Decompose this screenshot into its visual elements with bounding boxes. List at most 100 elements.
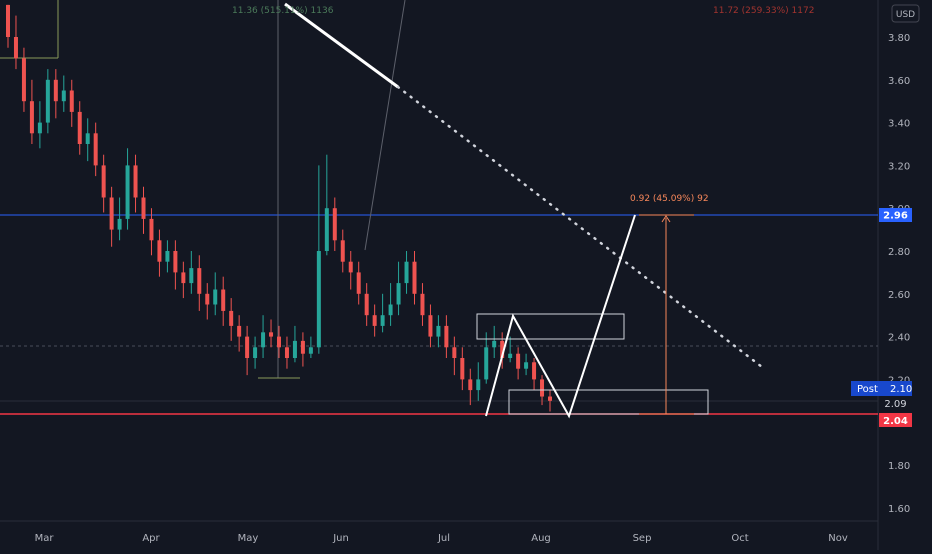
candle-down[interactable] <box>53 79 58 102</box>
candle-down[interactable] <box>277 336 281 348</box>
candle-down[interactable] <box>452 347 457 358</box>
candle-up[interactable] <box>508 353 513 358</box>
x-tick-label: Mar <box>35 533 55 544</box>
candle-down[interactable] <box>221 289 226 311</box>
rectangle-upper[interactable] <box>476 313 625 340</box>
candle-up[interactable] <box>476 379 481 391</box>
candle-down[interactable] <box>468 379 473 391</box>
blue-line-badge <box>879 208 912 222</box>
candle-up[interactable] <box>189 268 194 284</box>
candle-down[interactable] <box>205 293 210 305</box>
candle-down[interactable] <box>149 218 154 241</box>
candle-down[interactable] <box>372 315 377 326</box>
candle-down[interactable] <box>173 251 178 273</box>
candle-up[interactable] <box>45 79 50 123</box>
candle-down[interactable] <box>109 197 114 230</box>
candle-up[interactable] <box>404 261 409 284</box>
y-tick-label: 1.80 <box>888 461 910 472</box>
candle-down[interactable] <box>269 332 274 337</box>
candle-down[interactable] <box>181 272 186 284</box>
candle-down[interactable] <box>77 111 82 144</box>
candle-down[interactable] <box>284 347 289 358</box>
top-annotation-right: 11.72 (259.33%) 1172 <box>713 6 814 16</box>
rectangle-lower[interactable] <box>508 389 709 415</box>
currency-button-label: USD <box>896 10 915 20</box>
red-line-badge-text: 2.04 <box>883 416 908 427</box>
candle-up[interactable] <box>213 289 218 305</box>
projection-path[interactable] <box>485 214 636 419</box>
top-annotation-left: 11.36 (515.11%) 1136 <box>232 6 334 16</box>
vertical-marker-right <box>364 0 406 251</box>
candle-down[interactable] <box>300 340 305 354</box>
candle-down[interactable] <box>444 325 449 348</box>
candle-down[interactable] <box>101 165 106 198</box>
candle-up[interactable] <box>484 347 489 380</box>
candle-up[interactable] <box>261 332 266 348</box>
candle-up[interactable] <box>388 304 393 316</box>
candle-up[interactable] <box>324 208 329 251</box>
candle-up[interactable] <box>125 165 130 219</box>
currency-button[interactable] <box>891 4 920 23</box>
last-price-badge <box>879 396 912 410</box>
candle-down[interactable] <box>157 240 162 262</box>
candle-down[interactable] <box>29 101 34 134</box>
candle-down[interactable] <box>364 293 369 316</box>
candle-down[interactable] <box>348 261 353 273</box>
candle-down[interactable] <box>141 197 146 219</box>
candle-down[interactable] <box>532 362 537 380</box>
candle-down[interactable] <box>340 240 345 262</box>
candle-down[interactable] <box>500 340 505 358</box>
candle-up[interactable] <box>85 133 90 144</box>
candle-down[interactable] <box>69 90 74 112</box>
candle-up[interactable] <box>61 90 66 102</box>
y-tick-label: 3.40 <box>888 119 910 130</box>
candle-down[interactable] <box>420 293 425 316</box>
candle-up[interactable] <box>253 347 258 358</box>
candle-down[interactable] <box>540 379 545 397</box>
candle-up[interactable] <box>492 340 497 348</box>
candle-down[interactable] <box>93 133 98 166</box>
y-tick-label: 3.60 <box>888 76 910 87</box>
candle-up[interactable] <box>380 315 385 326</box>
candle-down[interactable] <box>460 358 465 380</box>
candle-down[interactable] <box>412 261 417 294</box>
trend-line-solid[interactable] <box>284 2 399 89</box>
candle-up[interactable] <box>37 122 42 134</box>
candle-down[interactable] <box>428 315 433 337</box>
candle-up[interactable] <box>524 362 529 369</box>
candle-down[interactable] <box>548 396 552 401</box>
y-tick-label: 2.60 <box>888 290 910 301</box>
post-badge-value: 2.10 <box>890 384 912 395</box>
x-tick-label: Oct <box>731 533 748 544</box>
measure-label: 0.92 (45.09%) 92 <box>630 194 709 204</box>
candle-down[interactable] <box>13 37 18 59</box>
x-tick-label: Apr <box>142 533 160 544</box>
candle-up[interactable] <box>292 340 297 358</box>
candle-up[interactable] <box>396 283 401 305</box>
candle-down[interactable] <box>332 208 337 241</box>
candle-up[interactable] <box>165 251 170 262</box>
candle-up[interactable] <box>316 251 321 348</box>
y-tick-label: 2.40 <box>888 333 910 344</box>
candle-down[interactable] <box>516 353 521 369</box>
y-tick-label: 2.80 <box>888 247 910 258</box>
candle-down[interactable] <box>6 4 10 37</box>
candle-down[interactable] <box>356 272 361 294</box>
y-tick-label: 3.80 <box>888 33 910 44</box>
candle-down[interactable] <box>245 336 250 358</box>
candle-down[interactable] <box>21 58 26 102</box>
blue-line-badge-text: 2.96 <box>883 211 908 222</box>
candle-up[interactable] <box>436 325 441 337</box>
candle-down[interactable] <box>133 165 138 198</box>
candle-down[interactable] <box>229 310 234 326</box>
x-tick-label: Sep <box>633 533 652 544</box>
candle-down[interactable] <box>197 268 202 294</box>
candle-down[interactable] <box>237 325 242 337</box>
candle-up[interactable] <box>117 218 122 230</box>
candles-series[interactable] <box>6 4 552 412</box>
time-axis[interactable]: Mar Apr May Jun Jul Aug Sep Oct Nov <box>35 533 848 544</box>
candle-up[interactable] <box>308 347 313 354</box>
